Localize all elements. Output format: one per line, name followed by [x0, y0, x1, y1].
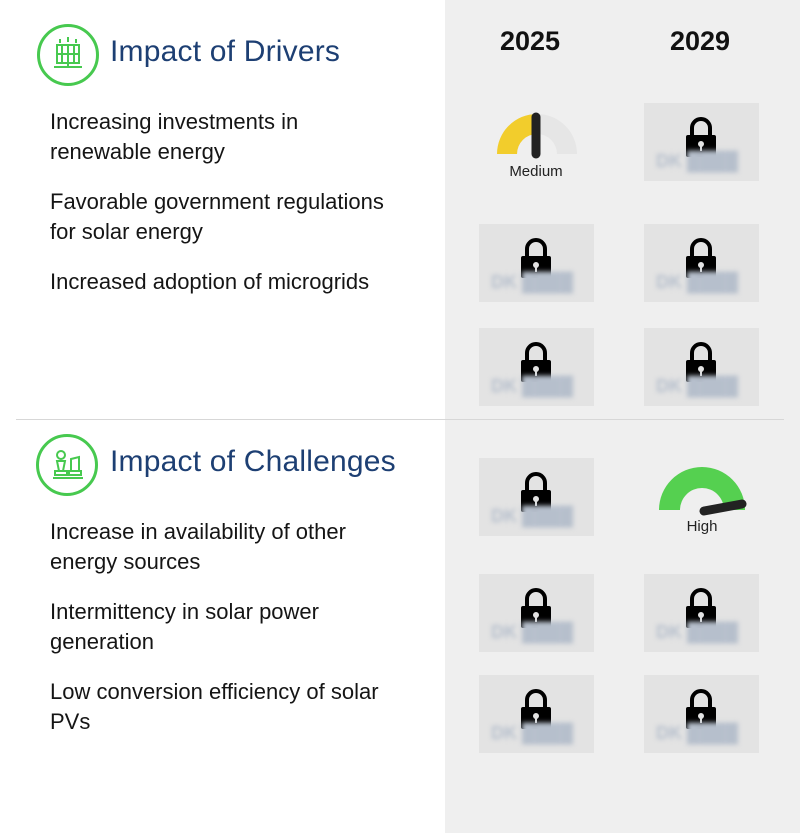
driver-item-investments: Increasing investments in renewable ener…: [50, 109, 299, 164]
locked-cell-challenge-3-2029: DK ████: [644, 675, 759, 753]
challenge-item-other-energy-sources: Increase in availability of other energy…: [50, 519, 346, 574]
locked-cell-challenge-3-2025: DK ████: [479, 675, 594, 753]
locked-cell-driver-1-2029: DK ████: [644, 103, 759, 181]
lock-icon: [686, 588, 716, 628]
chess-pieces-icon: [36, 434, 98, 496]
gauge-label-high: High: [686, 518, 718, 535]
drivers-section-title: Impact of Drivers: [110, 35, 341, 68]
challenge-item-conversion-efficiency: Low conversion efficiency of solar PVs: [50, 679, 379, 734]
locked-cell-driver-3-2025: DK ████: [479, 328, 594, 406]
driver-item-government-regulations: Favorable government regulations for sol…: [50, 189, 384, 244]
lock-icon: [521, 472, 551, 512]
driver-item-microgrids: Increased adoption of microgrids: [50, 269, 370, 294]
impact-gauge-high: [652, 460, 752, 540]
impact-gauge-medium: [487, 104, 587, 184]
lock-icon: [686, 117, 716, 157]
year-header-2029: 2029: [669, 26, 731, 56]
challenges-section-title: Impact of Challenges: [110, 445, 396, 478]
locked-cell-challenge-2-2029: DK ████: [644, 574, 759, 652]
lock-icon: [521, 588, 551, 628]
locked-cell-driver-2-2025: DK ████: [479, 224, 594, 302]
lock-icon: [686, 689, 716, 729]
locked-cell-driver-3-2029: DK ████: [644, 328, 759, 406]
locked-cell-driver-2-2029: DK ████: [644, 224, 759, 302]
year-header-2025: 2025: [499, 26, 561, 56]
locked-cell-challenge-1-2025: DK ████: [479, 458, 594, 536]
section-divider: [16, 419, 784, 420]
lock-icon: [521, 238, 551, 278]
solar-panel-icon: [37, 24, 99, 86]
lock-icon: [521, 342, 551, 382]
locked-cell-challenge-2-2025: DK ████: [479, 574, 594, 652]
lock-icon: [521, 689, 551, 729]
lock-icon: [686, 238, 716, 278]
challenge-item-intermittency: Intermittency in solar power generation: [50, 599, 319, 654]
lock-icon: [686, 342, 716, 382]
gauge-label-medium: Medium: [509, 163, 563, 180]
